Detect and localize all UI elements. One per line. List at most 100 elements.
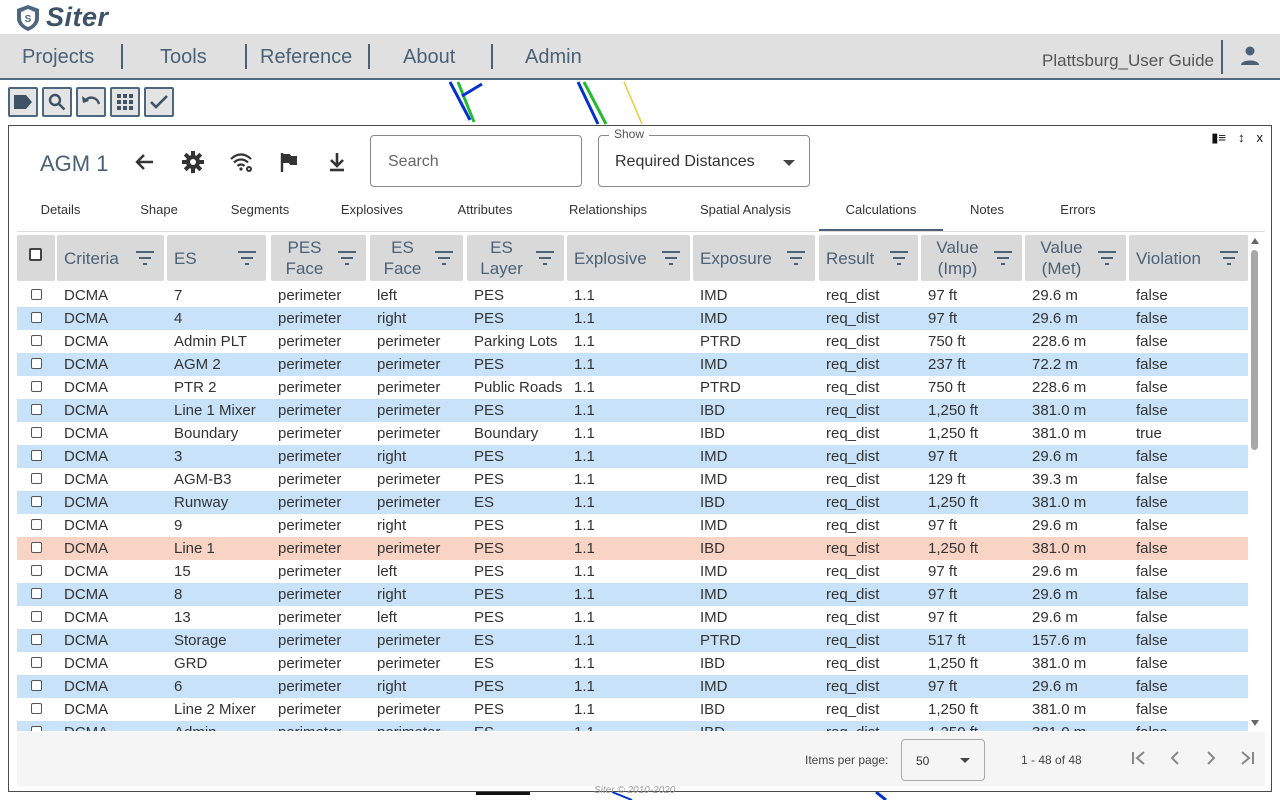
- table-row[interactable]: DCMA 7 perimeter left PES 1.1 IMD req_dist 97 ft…: [17, 284, 1248, 307]
- check-tool-button[interactable]: [144, 87, 174, 117]
- tab-shape[interactable]: Shape: [140, 202, 178, 217]
- column-header-result[interactable]: Result: [819, 235, 918, 281]
- table-row[interactable]: DCMA Line 1 Mixer perimeter perimeter PES 1.1…: [17, 399, 1248, 422]
- table-row[interactable]: DCMA Line 1 perimeter perimeter PES 1.1 IBD req…: [17, 537, 1248, 560]
- table-row[interactable]: DCMA Boundary perimeter perimeter Boundary 1.…: [17, 422, 1248, 445]
- last-page-icon[interactable]: [1237, 748, 1257, 768]
- filter-icon[interactable]: [238, 251, 256, 265]
- row-checkbox[interactable]: [31, 427, 42, 438]
- tab-attributes[interactable]: Attributes: [457, 202, 513, 217]
- first-page-icon[interactable]: [1129, 748, 1149, 768]
- table-row[interactable]: DCMA 4 perimeter right PES 1.1 IMD req_dist 97 f…: [17, 307, 1248, 330]
- filter-icon[interactable]: [1220, 251, 1238, 265]
- row-checkbox[interactable]: [31, 404, 42, 415]
- tab-spatial-analysis[interactable]: Spatial Analysis: [699, 202, 792, 217]
- table-row[interactable]: DCMA 3 perimeter right PES 1.1 IMD req_dist 97 f…: [17, 445, 1248, 468]
- nav-admin[interactable]: Admin: [525, 46, 582, 68]
- column-header-criteria[interactable]: Criteria: [57, 235, 164, 281]
- filter-icon[interactable]: [136, 251, 154, 265]
- row-checkbox[interactable]: [31, 312, 42, 323]
- wifi-settings-icon[interactable]: [229, 150, 253, 174]
- row-checkbox[interactable]: [31, 634, 42, 645]
- filter-icon[interactable]: [338, 251, 356, 265]
- column-header-es-face[interactable]: ES Face: [370, 235, 463, 281]
- table-row[interactable]: DCMA 6 perimeter right PES 1.1 IMD req_dist 97 f…: [17, 675, 1248, 698]
- tab-calculations[interactable]: Calculations: [819, 190, 943, 231]
- column-header-explosive[interactable]: Explosive: [567, 235, 690, 281]
- back-arrow-icon[interactable]: [133, 150, 157, 174]
- row-checkbox[interactable]: [31, 358, 42, 369]
- column-header-violation[interactable]: Violation: [1129, 235, 1248, 281]
- row-checkbox[interactable]: [31, 335, 42, 346]
- resize-icon[interactable]: ↕: [1238, 130, 1245, 145]
- previous-page-icon[interactable]: [1165, 748, 1185, 768]
- settings-gear-icon[interactable]: [181, 150, 205, 174]
- table-row[interactable]: DCMA Storage perimeter perimeter ES 1.1 PTRD re…: [17, 629, 1248, 652]
- row-checkbox[interactable]: [31, 289, 42, 300]
- next-page-icon[interactable]: [1201, 748, 1221, 768]
- tab-errors[interactable]: Errors: [1060, 202, 1096, 217]
- column-header-value-met[interactable]: Value (Met): [1025, 235, 1126, 281]
- project-name[interactable]: Plattsburg_User Guide: [1042, 51, 1214, 70]
- tab-details[interactable]: Details: [40, 202, 81, 217]
- row-checkbox[interactable]: [31, 496, 42, 507]
- filter-icon[interactable]: [890, 251, 908, 265]
- tab-segments[interactable]: Segments: [230, 202, 290, 217]
- row-checkbox[interactable]: [31, 588, 42, 599]
- scrollbar-thumb[interactable]: [1251, 250, 1258, 450]
- column-header-es[interactable]: ES: [167, 235, 266, 281]
- grid-tool-button[interactable]: [110, 87, 140, 117]
- table-row[interactable]: DCMA Line 2 Mixer perimeter perimeter PES 1.1…: [17, 698, 1248, 721]
- column-header-value-imp[interactable]: Value (Imp): [921, 235, 1022, 281]
- row-checkbox[interactable]: [31, 565, 42, 576]
- column-header-es-layer[interactable]: ES Layer: [467, 235, 564, 281]
- row-checkbox[interactable]: [31, 519, 42, 530]
- table-row[interactable]: DCMA GRD perimeter perimeter ES 1.1 IBD req_dis…: [17, 652, 1248, 675]
- nav-reference[interactable]: Reference: [260, 46, 353, 68]
- flag-icon[interactable]: [277, 150, 301, 174]
- row-checkbox[interactable]: [31, 703, 42, 714]
- filter-icon[interactable]: [435, 251, 453, 265]
- row-checkbox[interactable]: [31, 680, 42, 691]
- table-row[interactable]: DCMAAdminperimeterperimeterES1.1IBDreq_d…: [17, 721, 1248, 731]
- table-row[interactable]: DCMA AGM-B3 perimeter perimeter PES 1.1 IMD req…: [17, 468, 1248, 491]
- dock-toggle-icon[interactable]: ▮≡: [1211, 130, 1226, 145]
- filter-icon[interactable]: [536, 251, 554, 265]
- filter-icon[interactable]: [1098, 251, 1116, 265]
- show-select[interactable]: Show Required Distances: [598, 127, 810, 187]
- tab-notes[interactable]: Notes: [970, 202, 1004, 217]
- table-row[interactable]: DCMA 8 perimeter right PES 1.1 IMD req_dist 97 f…: [17, 583, 1248, 606]
- scroll-down-arrow-icon[interactable]: [1251, 720, 1259, 726]
- row-checkbox[interactable]: [31, 381, 42, 392]
- table-row[interactable]: DCMA 13 perimeter left PES 1.1 IMD req_dist 97 f…: [17, 606, 1248, 629]
- search-input[interactable]: [386, 152, 576, 172]
- column-header-exposure[interactable]: Exposure: [693, 235, 815, 281]
- row-checkbox[interactable]: [31, 657, 42, 668]
- table-scrollbar[interactable]: [1249, 236, 1261, 728]
- close-icon[interactable]: x: [1256, 130, 1264, 145]
- download-icon[interactable]: [325, 150, 349, 174]
- row-checkbox[interactable]: [31, 726, 42, 731]
- search-tool-button[interactable]: [42, 87, 72, 117]
- table-row[interactable]: DCMA AGM 2 perimeter perimeter PES 1.1 IMD req_…: [17, 353, 1248, 376]
- row-checkbox[interactable]: [31, 542, 42, 553]
- table-row[interactable]: DCMA Admin PLT perimeter perimeter Parking L…: [17, 330, 1248, 353]
- table-row[interactable]: DCMA 9 perimeter right PES 1.1 IMD req_dist 97 f…: [17, 514, 1248, 537]
- filter-icon[interactable]: [994, 251, 1012, 265]
- tab-explosives[interactable]: Explosives: [340, 202, 404, 217]
- table-row[interactable]: DCMA Runway perimeter perimeter ES 1.1 IBD req_…: [17, 491, 1248, 514]
- scroll-up-arrow-icon[interactable]: [1251, 238, 1259, 244]
- undo-tool-button[interactable]: [76, 87, 106, 117]
- items-per-page-select[interactable]: 50: [901, 739, 985, 781]
- label-tool-button[interactable]: [8, 87, 38, 117]
- tab-relationships[interactable]: Relationships: [568, 202, 648, 217]
- filter-icon[interactable]: [787, 251, 805, 265]
- select-all-checkbox[interactable]: [29, 248, 42, 261]
- filter-icon[interactable]: [662, 251, 680, 265]
- nav-projects[interactable]: Projects: [22, 46, 95, 68]
- row-checkbox[interactable]: [31, 450, 42, 461]
- nav-about[interactable]: About: [403, 46, 456, 68]
- row-checkbox[interactable]: [31, 611, 42, 622]
- column-header-pes-face[interactable]: PES Face: [271, 235, 366, 281]
- account-icon[interactable]: [1238, 44, 1262, 68]
